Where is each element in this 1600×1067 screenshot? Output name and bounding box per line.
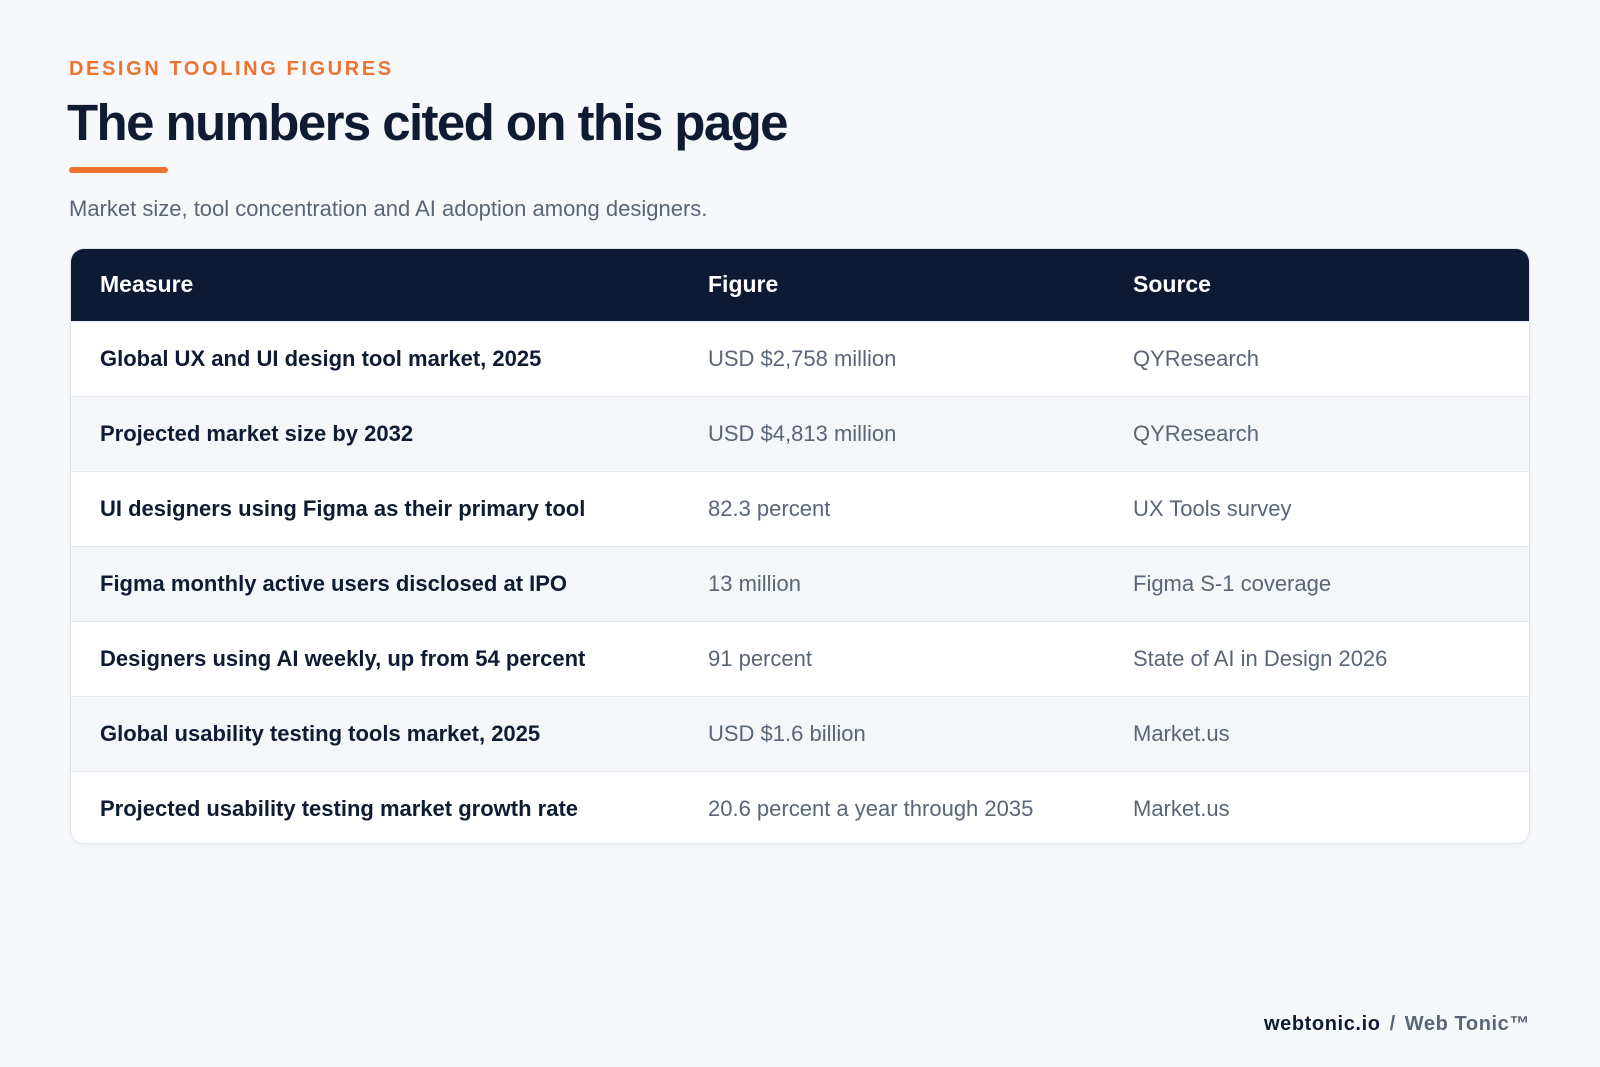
cell-figure: USD $2,758 million [708,345,897,371]
cell-measure: Global usability testing tools market, 2… [100,720,541,746]
page-subtitle: Market size, tool concentration and AI a… [69,196,708,221]
cell-source: Figma S-1 coverage [1133,570,1332,596]
column-header-figure: Figure [708,271,779,298]
cell-measure: Global UX and UI design tool market, 202… [100,345,542,371]
table-row: Projected market size by 2032 USD $4,813… [71,396,1529,471]
table-row: UI designers using Figma as their primar… [71,471,1529,546]
table-header-row: Measure Figure Source [71,249,1529,321]
cell-source: State of AI in Design 2026 [1133,645,1388,671]
figures-table-card: Measure Figure Source Global UX and UI d… [70,248,1530,844]
cell-figure: USD $4,813 million [708,420,897,446]
table-header: Measure Figure Source [71,249,1529,321]
cell-source: Market.us [1133,720,1230,746]
cell-source: QYResearch [1133,345,1259,371]
table-body: Global UX and UI design tool market, 202… [71,321,1529,843]
cell-figure: 20.6 percent a year through 2035 [708,795,1034,821]
cell-source: UX Tools survey [1133,495,1292,521]
footer-domain: webtonic.io [1263,1013,1381,1035]
cell-figure: 13 million [708,570,801,596]
figures-table: Measure Figure Source Global UX and UI d… [71,249,1529,843]
footer-credit: webtonic.io / Web Tonic™ [1264,1013,1530,1036]
table-row: Global UX and UI design tool market, 202… [71,321,1529,396]
table-row: Projected usability testing market growt… [71,771,1529,843]
cell-figure: 82.3 percent [708,495,831,521]
title-accent-bar [69,167,168,173]
cell-measure: UI designers using Figma as their primar… [100,495,586,521]
cell-measure: Figma monthly active users disclosed at … [100,570,568,596]
table-row: Global usability testing tools market, 2… [71,696,1529,771]
footer-brand: Web Tonic™ [1404,1013,1530,1035]
cell-figure: USD $1.6 billion [708,720,866,746]
cell-source: Market.us [1133,795,1230,821]
eyebrow-label: DESIGN TOOLING FIGURES [69,58,394,80]
cell-measure: Projected market size by 2032 [100,420,414,446]
column-header-measure: Measure [100,271,194,298]
cell-measure: Designers using AI weekly, up from 54 pe… [100,645,586,671]
column-header-source: Source [1133,271,1211,298]
table-row: Figma monthly active users disclosed at … [71,546,1529,621]
cell-figure: 91 percent [708,645,812,671]
cell-measure: Projected usability testing market growt… [100,795,579,821]
cell-source: QYResearch [1133,420,1259,446]
table-row: Designers using AI weekly, up from 54 pe… [71,621,1529,696]
footer-separator: / [1389,1013,1396,1035]
page-title: The numbers cited on this page [67,94,789,151]
